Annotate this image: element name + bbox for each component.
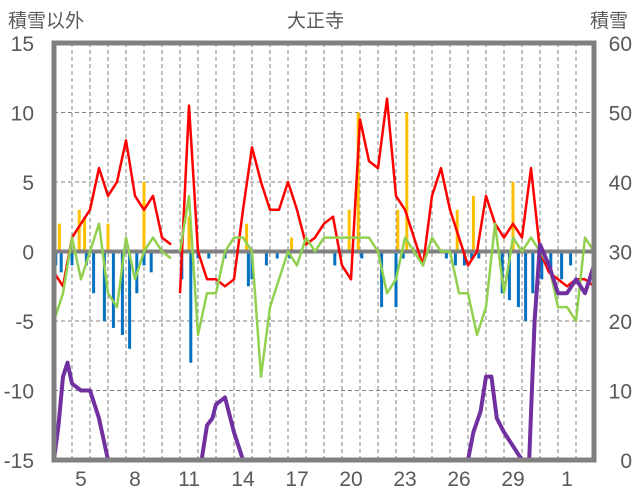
y2-tick-label: 60 [609,33,632,56]
green-series-line [52,194,596,378]
y-tick-label: 5 [22,172,34,195]
y2-tick-label: 30 [609,242,632,265]
blue-bar [207,251,211,259]
blue-bar [549,251,553,273]
blue-bar [70,251,74,266]
yellow-bar [356,112,360,252]
blue-bar [84,251,88,266]
blue-bar [189,251,193,363]
yellow-bar [142,182,146,252]
y-tick-label: -10 [4,381,34,404]
blue-bar [120,251,124,335]
y2-tick-label: 40 [609,172,632,195]
blue-bar [59,251,63,273]
blue-bar [246,251,250,287]
yellow-bar [77,209,81,252]
blue-bar [516,251,520,308]
blue-bar [111,251,115,328]
x-tick-label: 23 [393,468,416,491]
x-tick-label: 8 [129,468,141,491]
blue-bar [264,251,268,266]
y2-tick-label: 10 [609,381,632,404]
yellow-bar [245,223,249,252]
blue-bar [470,251,474,259]
blue-bar [462,251,466,266]
blue-bar [102,251,106,321]
y2-tick-label: 20 [609,311,632,334]
y-tick-label: 10 [11,103,34,126]
yellow-bar [396,209,400,252]
blue-bar [569,251,573,266]
blue-bar [149,251,153,273]
left-axis-title: 積雪以外 [8,10,85,32]
blue-bar [540,251,544,280]
yellow-bar [290,237,294,252]
y-tick-label: -5 [15,311,34,334]
red-series-line [52,97,595,294]
y2-tick-label: 50 [609,103,632,126]
x-tick-label: 5 [75,468,87,491]
yellow-bar [57,223,61,252]
blue-bar [333,251,337,266]
y-tick-label: -15 [4,450,34,473]
blue-bar [128,251,132,349]
yellow-bar [347,209,351,252]
yellow-bar [405,112,409,252]
blue-bar [380,251,384,308]
blue-bar [560,251,564,280]
x-tick-label: 29 [501,468,524,491]
y2-tick-label: 0 [620,450,632,473]
yellow-bar [83,216,87,252]
plot-border [51,40,597,463]
x-tick-label: 17 [285,468,308,491]
x-tick-label: 26 [447,468,470,491]
x-tick-label: 20 [339,468,362,491]
x-tick-label: 14 [231,468,255,491]
right-axis-title: 積雪 [590,10,629,32]
x-tick-label: 1 [561,468,573,491]
y-tick-label: 0 [22,242,34,265]
yellow-bar [471,195,475,252]
blue-bar [444,251,448,259]
blue-bar [531,251,535,294]
blue-bar [524,251,528,321]
yellow-bar [106,223,110,252]
blue-bar [401,251,405,259]
y-tick-label: 15 [11,33,34,56]
blue-bar [142,251,146,266]
blue-bar [92,251,96,294]
blue-bar [453,251,457,266]
chart-title: 大正寺 [287,10,345,32]
blue-bar [360,251,364,259]
yellow-bar [511,182,515,252]
blue-bar [507,251,511,301]
blue-bar [275,251,279,259]
blue-bar [477,251,481,259]
x-tick-label: 11 [178,468,200,491]
yellow-bar [187,216,191,252]
